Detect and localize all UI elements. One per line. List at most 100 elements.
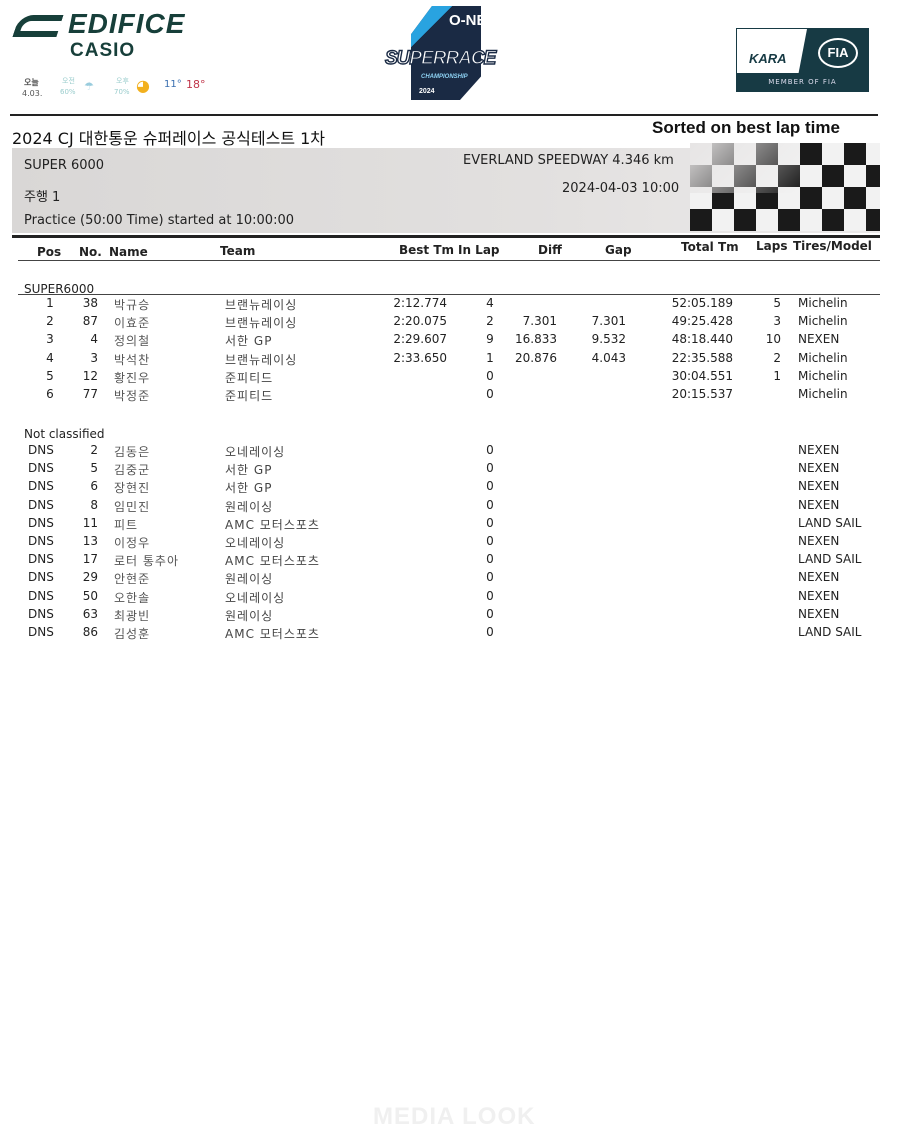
superrace-logo: O-NE SUPERRACE CHAMPIONSHIP 2024 [383,6,513,100]
cell-name: 임민진 [114,499,151,514]
cell-tires: Michelin [798,350,848,365]
cell-no: 12 [82,368,98,383]
cell-inlap: 0 [486,625,494,639]
cell-tires: Michelin [798,387,848,401]
cell-inlap: 0 [486,570,494,585]
cell-pos: DNS [28,443,54,457]
weather-am-label: 오전 [62,77,75,85]
table-row: 6 77 박정준 준피티드 0 20:15.537 Michelin [0,387,900,405]
session-label: 주행 1 [24,190,61,205]
cell-tires: NEXEN [798,497,840,512]
cell-no: 8 [90,497,98,512]
kara-fia-logo: KARA FIA MEMBER OF FIA [736,28,869,92]
col-inlap: In Lap [458,243,500,257]
sort-note: Sorted on best lap time [652,118,840,137]
cell-total: 52:05.189 [671,296,733,310]
cell-no: 2 [90,443,98,457]
cell-name: 정의철 [114,334,151,349]
weather-high: 18° [186,78,206,91]
cell-tires: Michelin [798,296,848,310]
weather-pm-rain: 70% [114,88,130,96]
cell-inlap: 1 [486,350,494,365]
cell-name: 박규승 [114,298,151,312]
watermark: MEDIA LOOK [373,1103,536,1130]
divider [18,260,880,261]
col-no: No. [79,245,102,259]
cell-inlap: 9 [486,332,494,347]
cell-total: 48:18.440 [671,332,733,347]
cell-tires: NEXEN [798,570,840,585]
cell-team: 브랜뉴레이싱 [225,316,298,331]
cell-name: 최광빈 [114,608,151,623]
class-section-label: SUPER6000 [24,282,95,296]
not-classified-label: Not classified [24,427,105,441]
cell-name: 이정우 [114,536,151,550]
cell-total: 20:15.537 [671,387,733,401]
superrace-year-text: 2024 [419,88,435,95]
table-row: 1 38 박규승 브랜뉴레이싱 2:12.774 4 52:05.189 5 Michelin [0,296,900,314]
cell-name: 안현준 [114,572,151,587]
table-row: DNS 86 김성훈 AMC 모터스포츠 0 LAND SAIL [0,625,900,643]
cell-pos: DNS [28,515,54,530]
cell-team: 서한 GP [225,463,273,478]
table-row: DNS 5 김중군 서한 GP 0 NEXEN [0,461,900,479]
cell-team: AMC 모터스포츠 [225,627,320,641]
table-row: DNS 63 최광빈 원레이싱 0 NEXEN [0,607,900,625]
col-laps: Laps [756,239,788,253]
table-row: DNS 8 임민진 원레이싱 0 NEXEN [0,498,900,516]
rain-icon: ☂ [84,80,94,93]
col-tires: Tires/Model [793,239,872,253]
cell-inlap: 0 [486,443,494,457]
cell-pos: DNS [28,552,54,567]
cell-tires: NEXEN [798,443,840,457]
cell-name: 로터 통추아 [114,554,180,569]
cell-inlap: 0 [486,606,494,621]
cell-tires: LAND SAIL [798,552,862,567]
cell-team: AMC 모터스포츠 [225,554,320,569]
col-name: Name [109,245,148,259]
weather-today: 오늘 [24,78,39,87]
sun-cloud-icon: ◕ [136,76,150,95]
class-label: SUPER 6000 [24,158,105,173]
cell-team: AMC 모터스포츠 [225,517,320,532]
table-row: DNS 2 김동은 오네레이싱 0 NEXEN [0,443,900,461]
col-team: Team [220,244,256,258]
cell-name: 김동은 [114,445,151,459]
weather-pm-label: 오후 [116,77,129,85]
cell-name: 오한솔 [114,590,151,605]
cell-pos: 4 [46,350,54,365]
casio-logo: CASIO [70,40,136,61]
superrace-one-text: O-NE [449,12,487,29]
weather-date: 4.03. [22,89,43,98]
edifice-mark-icon [12,15,64,37]
cell-team: 서한 GP [225,481,273,496]
cell-pos: 2 [46,314,54,329]
cell-no: 5 [90,461,98,476]
cell-pos: DNS [28,461,54,476]
flag-fade [690,143,800,193]
fia-text: FIA [818,38,858,68]
cell-total: 22:35.588 [671,350,733,365]
cell-tires: NEXEN [798,588,840,603]
edifice-logo-text: EDIFICE [68,8,186,39]
cell-inlap: 2 [486,314,494,329]
cell-team: 준피티드 [225,370,274,385]
cell-team: 오네레이싱 [225,445,286,459]
cell-tires: NEXEN [798,479,840,494]
cell-team: 원레이싱 [225,499,274,514]
cell-laps: 3 [773,314,781,329]
cell-pos: DNS [28,570,54,585]
cell-inlap: 4 [486,296,494,310]
cell-diff: 7.301 [522,314,557,329]
table-row: DNS 50 오한솔 오네레이싱 0 NEXEN [0,589,900,607]
cell-best: 2:33.650 [393,350,447,365]
cell-pos: 5 [46,368,54,383]
divider [10,114,878,116]
cell-no: 38 [82,296,98,310]
cell-diff: 20.876 [515,350,557,365]
cell-team: 브랜뉴레이싱 [225,298,298,312]
cell-laps: 1 [773,368,781,383]
cell-team: 브랜뉴레이싱 [225,352,298,367]
cell-inlap: 0 [486,534,494,548]
cell-pos: 6 [46,387,54,401]
